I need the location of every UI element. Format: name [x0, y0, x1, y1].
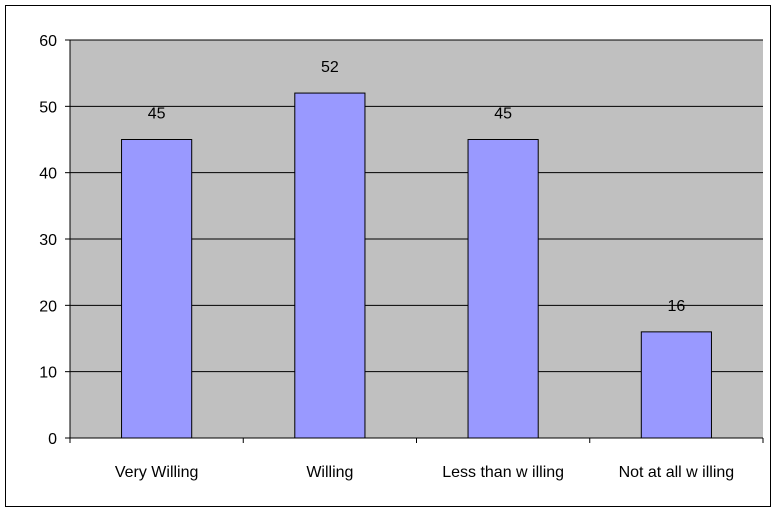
- data-label: 45: [494, 106, 512, 123]
- y-tick-label: 50: [39, 99, 57, 116]
- bar: [640, 331, 712, 439]
- y-tick-label: 60: [39, 33, 57, 50]
- data-label: 16: [667, 298, 685, 315]
- bar: [294, 92, 366, 439]
- bar: [467, 139, 539, 439]
- y-tick-label: 40: [39, 166, 57, 183]
- y-tick-label: 10: [39, 365, 57, 382]
- bar: [121, 139, 193, 439]
- x-ticks: Very Willing Willing Less than w illing Not…: [69, 438, 764, 481]
- data-labels: 45 52 45 16: [148, 59, 686, 315]
- y-tick-label: 20: [39, 298, 57, 315]
- x-tick-label: Willing: [306, 464, 353, 481]
- x-tick-label: Very Willing: [115, 464, 199, 481]
- y-tick-label: 0: [48, 431, 57, 448]
- data-label: 52: [321, 59, 339, 76]
- data-label: 45: [148, 106, 166, 123]
- y-ticks: 0 10 20 30 40 50 60: [39, 33, 70, 448]
- x-tick-label: Not at all w illing: [619, 464, 735, 481]
- y-tick-label: 30: [39, 232, 57, 249]
- bars: [121, 92, 712, 439]
- x-tick-label: Less than w illing: [442, 464, 564, 481]
